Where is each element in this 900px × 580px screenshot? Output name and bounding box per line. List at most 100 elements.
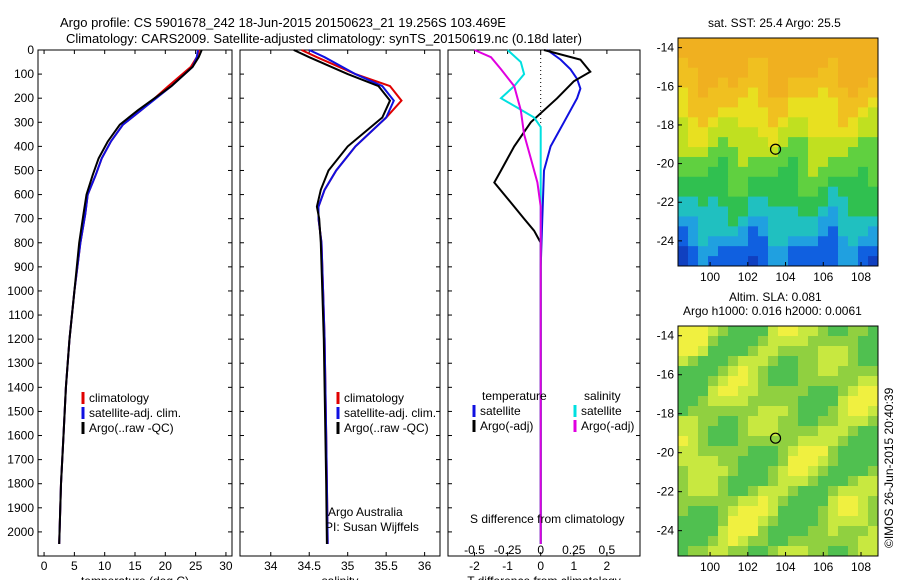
map-cell (778, 366, 789, 377)
map-cell (728, 466, 739, 477)
map-cell (708, 77, 719, 89)
map-cell (778, 196, 789, 208)
map-cell (788, 256, 799, 267)
map-cell (838, 127, 849, 138)
map-cell (698, 536, 709, 547)
map-cell (728, 256, 739, 267)
map-cell (728, 137, 739, 148)
map-cell (858, 67, 869, 79)
map-cell (738, 386, 749, 397)
map-cell (728, 536, 739, 547)
map-cell (848, 147, 859, 158)
map-cell (768, 416, 779, 427)
map-cell (708, 87, 719, 98)
map-cell (808, 137, 819, 148)
map-cell (818, 436, 829, 447)
map-cell (848, 236, 859, 247)
map-cell (828, 176, 839, 188)
map-cell (758, 216, 769, 227)
map-cell (858, 426, 869, 437)
s-tick-label: 0 (537, 543, 544, 557)
map-cell (688, 117, 699, 128)
map-cell (708, 57, 719, 69)
map-cell (678, 236, 689, 247)
map-cell (818, 156, 829, 168)
map-cell (678, 107, 689, 118)
map-cell (678, 356, 689, 367)
map-cell (848, 326, 859, 337)
map-cell (708, 156, 719, 168)
map-cell (798, 436, 809, 447)
map-cell (678, 216, 689, 227)
map-cell (818, 486, 829, 497)
map-x-tick-label: 100 (700, 560, 720, 574)
map-cell (788, 356, 799, 367)
map-cell (768, 156, 779, 168)
map-cell (808, 476, 819, 487)
map-cell (718, 156, 729, 168)
map-cell (728, 236, 739, 247)
map-cell (768, 216, 779, 227)
map-cell (788, 456, 799, 467)
map-cell (828, 326, 839, 337)
map-cell (738, 366, 749, 377)
map-cell (778, 516, 789, 527)
map-cell (838, 206, 849, 217)
map-cell (818, 206, 829, 217)
map-cell (708, 216, 719, 227)
y-tick-label: 400 (14, 139, 34, 153)
map-cell (718, 127, 729, 138)
map-cell (718, 186, 729, 198)
map-cell (788, 176, 799, 188)
map-cell (698, 366, 709, 377)
map-cell (718, 366, 729, 377)
map-cell (798, 456, 809, 467)
map-cell (748, 57, 759, 69)
map-cell (798, 506, 809, 517)
y-tick-label: 1600 (7, 429, 34, 443)
map-cell (798, 406, 809, 417)
map-cell (848, 117, 859, 128)
map-cell (858, 506, 869, 517)
map-cell (818, 176, 829, 188)
x-tick-label: -1 (502, 559, 513, 573)
map-cell (868, 38, 879, 49)
map-cell (818, 526, 829, 537)
map-cell (778, 496, 789, 507)
map-cell (708, 346, 719, 357)
map-cell (768, 536, 779, 547)
map-cell (728, 166, 739, 178)
map-cell (738, 446, 749, 457)
map-cell (838, 67, 849, 79)
map-cell (698, 396, 709, 407)
map-cell (678, 256, 689, 267)
map-cell (688, 546, 699, 557)
map-cell (758, 406, 769, 417)
map-cell (798, 426, 809, 437)
map-cell (758, 376, 769, 387)
map-cell (718, 336, 729, 347)
map-cell (708, 526, 719, 537)
map-cell (758, 246, 769, 257)
map-cell (858, 57, 869, 69)
map-cell (718, 97, 729, 108)
map-cell (838, 546, 849, 557)
legend-title: temperature (482, 389, 547, 403)
map-cell (688, 376, 699, 387)
map-cell (848, 137, 859, 148)
map-cell (788, 526, 799, 537)
map-cell (798, 226, 809, 237)
sla-map-title-2: Argo h1000: 0.016 h2000: 0.0061 (683, 304, 862, 318)
map-cell (728, 516, 739, 527)
map-cell (718, 386, 729, 397)
map-cell (808, 526, 819, 537)
map-cell (828, 226, 839, 237)
map-cell (798, 416, 809, 427)
map-cell (738, 216, 749, 227)
map-cell (768, 186, 779, 198)
map-cell (778, 546, 789, 557)
map-cell (698, 216, 709, 227)
map-cell (788, 137, 799, 148)
series-line (58, 49, 199, 545)
map-cell (738, 256, 749, 267)
